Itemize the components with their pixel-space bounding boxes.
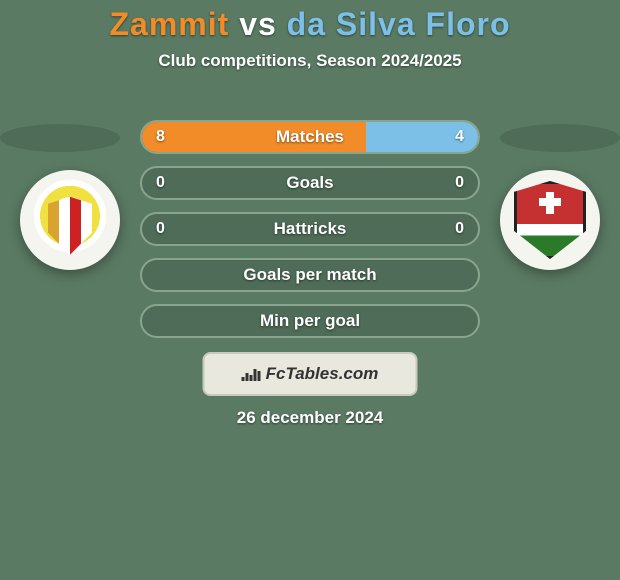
bar-label: Min per goal bbox=[142, 306, 478, 336]
bar-value-right: 0 bbox=[441, 214, 478, 244]
bar-value-right: 0 bbox=[441, 168, 478, 198]
stat-bars: Matches84Goals00Hattricks00Goals per mat… bbox=[140, 120, 480, 350]
stat-bar-matches: Matches8 4 bbox=[140, 120, 480, 154]
comparison-infographic: Zammit vs da Silva Floro Club competitio… bbox=[0, 0, 620, 580]
badge-text: FcTables.com bbox=[266, 364, 379, 384]
crest-cross bbox=[546, 192, 554, 214]
bar-value-left: 0 bbox=[142, 168, 179, 198]
title-vs: vs bbox=[229, 6, 286, 42]
bar-chart-icon bbox=[242, 367, 260, 381]
stat-bar-hattricks: Hattricks0 0 bbox=[140, 212, 480, 246]
bar-label: Matches bbox=[142, 122, 478, 152]
bar-label: Hattricks bbox=[142, 214, 478, 244]
fctables-badge: FcTables.com bbox=[203, 352, 418, 396]
birkirkara-crest bbox=[20, 170, 120, 270]
bar-value-right: 4 bbox=[441, 122, 478, 152]
stat-bar-min-per-goal: Min per goal bbox=[140, 304, 480, 338]
date-label: 26 december 2024 bbox=[0, 408, 620, 428]
subtitle: Club competitions, Season 2024/2025 bbox=[0, 51, 620, 71]
page-title: Zammit vs da Silva Floro bbox=[0, 0, 620, 43]
bar-value-left: 8 bbox=[142, 122, 179, 152]
title-player-right: da Silva Floro bbox=[287, 6, 511, 42]
balzan-crest bbox=[500, 170, 600, 270]
stat-bar-goals: Goals0 0 bbox=[140, 166, 480, 200]
title-player-left: Zammit bbox=[110, 6, 230, 42]
left-ellipse-shadow bbox=[0, 124, 120, 152]
right-ellipse-shadow bbox=[500, 124, 620, 152]
bar-label: Goals per match bbox=[142, 260, 478, 290]
stat-bar-goals-per-match: Goals per match bbox=[140, 258, 480, 292]
bar-label: Goals bbox=[142, 168, 478, 198]
bar-value-left: 0 bbox=[142, 214, 179, 244]
